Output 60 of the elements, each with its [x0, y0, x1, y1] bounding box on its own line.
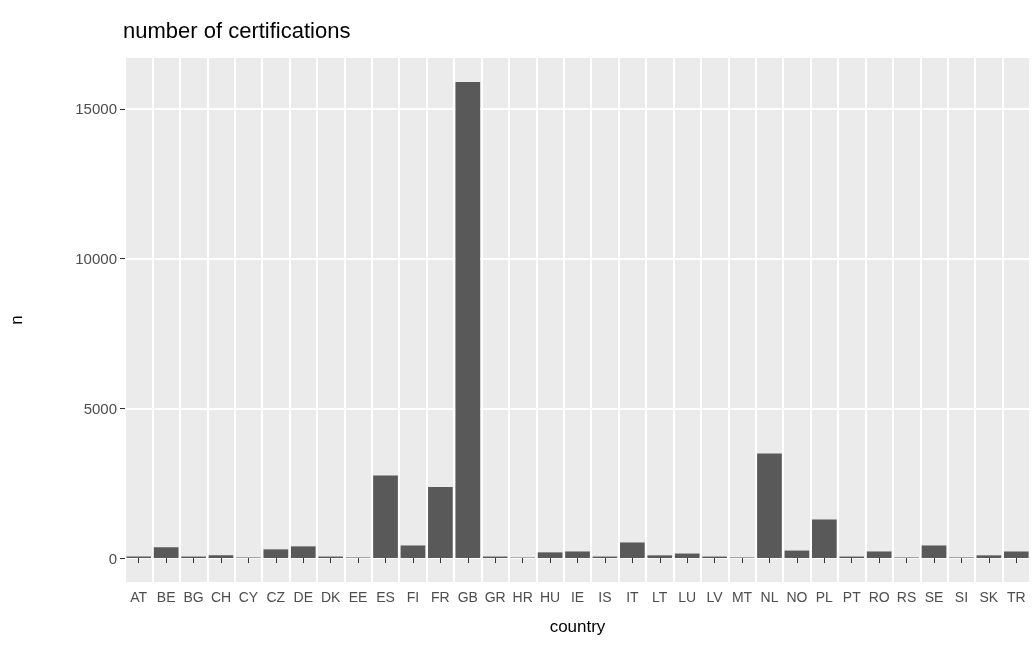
bar	[455, 81, 481, 559]
x-tick-label: CY	[238, 589, 259, 605]
y-tick-label: 15000	[75, 100, 117, 118]
x-tick-label: CH	[210, 589, 232, 605]
x-tick-label: DK	[320, 589, 342, 605]
x-tick-label: MT	[731, 589, 753, 605]
x-tick-label: NO	[786, 589, 808, 605]
x-tick-label: SK	[979, 589, 999, 605]
x-tick-label: TR	[1006, 589, 1026, 605]
x-tick-label: NL	[760, 589, 779, 605]
x-tick-label: IE	[570, 589, 585, 605]
x-tick-label: BE	[156, 589, 176, 605]
bar	[428, 487, 453, 559]
bar	[647, 555, 673, 559]
x-tick-label: ES	[376, 589, 395, 605]
x-tick-label: LV	[706, 589, 724, 605]
bar	[921, 545, 947, 559]
y-axis-title: n	[7, 315, 26, 325]
x-tick-label: IT	[626, 589, 640, 605]
x-tick-label: AT	[130, 589, 148, 605]
y-tick-label: 5000	[83, 399, 117, 417]
x-tick-label: DE	[293, 589, 313, 605]
bar	[565, 551, 590, 559]
x-tick-label: SE	[924, 589, 944, 605]
y-tick-label: 10000	[75, 250, 117, 268]
bar	[620, 542, 645, 559]
x-tick-label: LT	[652, 589, 668, 605]
bar	[290, 546, 316, 559]
chart-title: number of certifications	[123, 17, 351, 43]
bar	[537, 552, 563, 559]
bar	[263, 549, 289, 559]
bar	[373, 475, 398, 559]
bar	[784, 550, 810, 559]
x-tick-label: CZ	[266, 589, 286, 605]
x-tick-label: HU	[539, 589, 561, 605]
bar	[674, 553, 700, 559]
bar	[208, 555, 234, 559]
bar	[153, 547, 179, 559]
x-tick-label: RO	[868, 589, 890, 605]
bar	[866, 551, 892, 559]
bar	[400, 545, 426, 559]
bar	[976, 555, 1002, 559]
x-tick-label: EE	[348, 589, 368, 605]
x-tick-label: PT	[842, 589, 862, 605]
x-tick-label: PL	[815, 589, 834, 605]
bar	[757, 453, 782, 559]
x-tick-label: FR	[431, 589, 450, 605]
y-tick-label: 0	[108, 549, 117, 567]
x-axis-title: country	[549, 617, 606, 636]
x-tick-label: LU	[678, 589, 697, 605]
x-tick-label: BG	[183, 589, 204, 605]
x-tick-label: SI	[954, 589, 969, 605]
bar	[1003, 551, 1029, 559]
x-tick-label: RS	[896, 589, 917, 605]
x-tick-label: HR	[512, 589, 533, 605]
x-tick-label: GB	[457, 589, 478, 605]
x-tick-label: GR	[484, 589, 506, 605]
x-tick-label: IS	[598, 589, 612, 605]
bar	[811, 519, 837, 559]
x-tick-label: FI	[406, 589, 420, 605]
